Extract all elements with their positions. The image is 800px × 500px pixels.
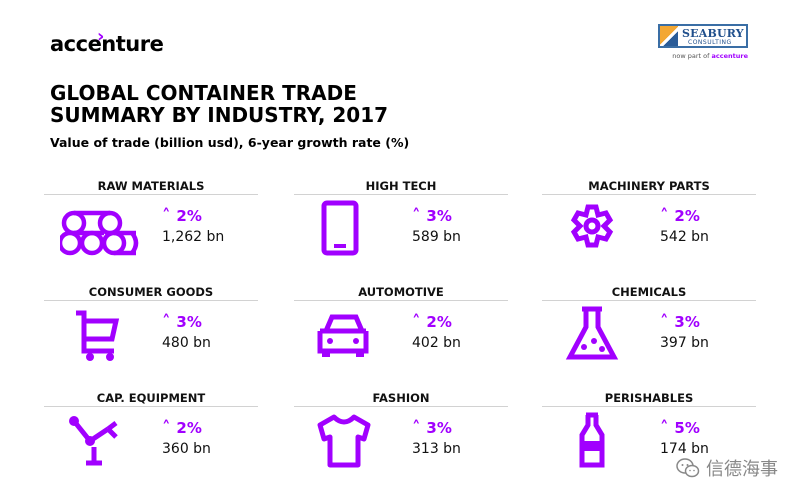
industry-divider	[44, 300, 258, 301]
seabury-logo: SEABURY CONSULTING now part of accenture	[658, 24, 748, 64]
up-caret-icon: ˄	[162, 312, 177, 332]
growth-rate: ˄ 3%	[162, 312, 202, 332]
growth-rate: ˄ 2%	[162, 206, 202, 226]
growth-value: 3%	[426, 207, 452, 225]
growth-rate: ˄ 2%	[162, 418, 202, 438]
industry-cell: AUTOMOTIVE ˄ 2% 402 bn	[290, 282, 512, 382]
seabury-logo-box: SEABURY CONSULTING	[658, 24, 748, 48]
up-caret-icon: ˄	[660, 206, 675, 226]
accenture-logo-text: accenture	[50, 32, 164, 56]
seabury-tagline: now part of accenture	[672, 52, 748, 60]
industry-name: MACHINERY PARTS	[588, 179, 710, 193]
growth-value: 2%	[176, 207, 202, 225]
industry-name: CONSUMER GOODS	[88, 285, 214, 299]
industry-divider	[44, 194, 258, 195]
tshirt-icon	[310, 411, 392, 471]
industry-cell: HIGH TECH ˄ 3% 589 bn	[290, 176, 512, 276]
robot-arm-icon	[60, 411, 142, 471]
growth-rate: ˄ 2%	[412, 312, 452, 332]
industry-grid: RAW MATERIALS ˄ 2% 1,262 bn HIGH TECH ˄ 3%…	[40, 176, 760, 476]
up-caret-icon: ˄	[412, 206, 427, 226]
page-title: GLOBAL CONTAINER TRADE SUMMARY BY INDUST…	[50, 82, 388, 126]
watermark-text: 信德海事	[706, 459, 778, 480]
industry-name: RAW MATERIALS	[97, 179, 205, 193]
industry-divider	[44, 406, 258, 407]
growth-value: 3%	[674, 313, 700, 331]
car-icon	[310, 305, 392, 365]
industry-name: FASHION	[372, 391, 430, 405]
shopping-cart-icon	[60, 305, 142, 365]
industry-divider	[294, 406, 508, 407]
up-caret-icon: ˄	[162, 418, 177, 438]
industry-cell: CONSUMER GOODS ˄ 3% 480 bn	[40, 282, 262, 382]
gear-icon	[558, 199, 640, 259]
industry-cell: FASHION ˄ 3% 313 bn	[290, 388, 512, 488]
growth-value: 3%	[176, 313, 202, 331]
industry-divider	[542, 300, 756, 301]
up-caret-icon: ˄	[162, 206, 177, 226]
industry-divider	[294, 300, 508, 301]
growth-value: 2%	[426, 313, 452, 331]
growth-value: 2%	[674, 207, 700, 225]
industry-cell: PERISHABLES ˄ 5% 174 bn	[538, 388, 760, 488]
trade-value: 174 bn	[660, 441, 709, 457]
up-caret-icon: ˄	[412, 418, 427, 438]
tablet-icon	[310, 199, 392, 259]
page-title-line1: GLOBAL CONTAINER TRADE	[50, 81, 357, 105]
trade-value: 589 bn	[412, 229, 461, 245]
industry-divider	[542, 194, 756, 195]
flask-icon	[558, 305, 640, 365]
trade-value: 1,262 bn	[162, 229, 225, 245]
industry-cell: MACHINERY PARTS ˄ 2% 542 bn	[538, 176, 760, 276]
seabury-logo-name: SEABURY	[682, 27, 744, 40]
industry-name: AUTOMOTIVE	[358, 285, 444, 299]
growth-rate: ˄ 2%	[660, 206, 700, 226]
accenture-logo-mark: ›	[97, 26, 105, 47]
up-caret-icon: ˄	[660, 418, 675, 438]
growth-rate: ˄ 3%	[660, 312, 700, 332]
growth-value: 3%	[426, 419, 452, 437]
page-title-line2: SUMMARY BY INDUSTRY, 2017	[50, 103, 389, 127]
growth-value: 5%	[674, 419, 700, 437]
seabury-tagline-brand: accenture	[711, 52, 748, 60]
trade-value: 402 bn	[412, 335, 461, 351]
trade-value: 542 bn	[660, 229, 709, 245]
trade-value: 313 bn	[412, 441, 461, 457]
pipes-icon	[57, 199, 142, 259]
trade-value: 397 bn	[660, 335, 709, 351]
trade-value: 360 bn	[162, 441, 211, 457]
page-subtitle: Value of trade (billion usd), 6-year gro…	[50, 135, 410, 150]
growth-rate: ˄ 5%	[660, 418, 700, 438]
wechat-icon	[676, 458, 700, 478]
industry-cell: RAW MATERIALS ˄ 2% 1,262 bn	[40, 176, 262, 276]
growth-rate: ˄ 3%	[412, 418, 452, 438]
industry-name: PERISHABLES	[604, 391, 694, 405]
industry-name: CAP. EQUIPMENT	[96, 391, 206, 405]
seabury-logo-sub: CONSULTING	[688, 39, 732, 46]
industry-name: HIGH TECH	[365, 179, 437, 193]
seabury-tagline-prefix: now part of	[672, 52, 710, 60]
bottle-icon	[558, 411, 640, 471]
industry-cell: CAP. EQUIPMENT ˄ 2% 360 bn	[40, 388, 262, 488]
growth-rate: ˄ 3%	[412, 206, 452, 226]
growth-value: 2%	[176, 419, 202, 437]
up-caret-icon: ˄	[412, 312, 427, 332]
industry-cell: CHEMICALS ˄ 3% 397 bn	[538, 282, 760, 382]
seabury-logo-stripe	[660, 26, 678, 46]
industry-divider	[294, 194, 508, 195]
industry-name: CHEMICALS	[611, 285, 687, 299]
trade-value: 480 bn	[162, 335, 211, 351]
watermark: 信德海事	[676, 455, 778, 481]
industry-divider	[542, 406, 756, 407]
up-caret-icon: ˄	[660, 312, 675, 332]
accenture-logo: › accenture	[50, 26, 164, 56]
